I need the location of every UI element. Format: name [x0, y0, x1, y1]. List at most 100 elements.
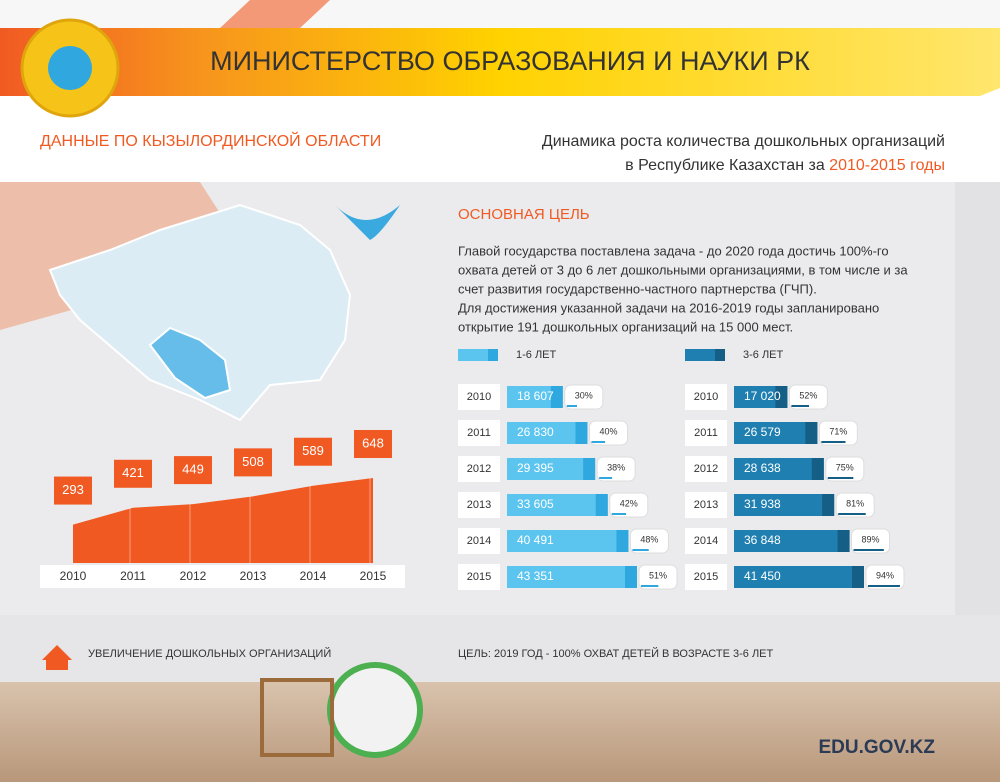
bar-end [837, 530, 850, 552]
area-caption: УВЕЛИЧЕНИЕ ДОШКОЛЬНЫХ ОРГАНИЗАЦИЙ [88, 647, 331, 660]
bar [507, 566, 637, 588]
value-label: 26 579 [744, 425, 781, 439]
bar [507, 386, 563, 408]
value-box [354, 430, 392, 458]
y-tick-label: 2014 [467, 535, 491, 547]
percent-label: 71% [829, 426, 847, 436]
percent-label: 52% [799, 390, 817, 400]
bar-end [550, 386, 563, 408]
y-tick-label: 2012 [467, 463, 491, 475]
site: EDU.GOV.KZ [819, 737, 936, 758]
house-icon [42, 645, 72, 670]
percent-fill [641, 585, 659, 587]
value-label: 648 [362, 435, 384, 450]
percent-fill [566, 405, 577, 407]
eagle [335, 205, 400, 240]
ornament-strip [955, 182, 1000, 682]
percent-fill [599, 477, 613, 479]
goal-line: Для достижения указанной задачи на 2016-… [458, 300, 879, 315]
bar-end [811, 458, 824, 480]
value-label: 26 830 [517, 425, 554, 439]
percent-fill [868, 585, 900, 587]
percent-fill [791, 405, 810, 407]
emblem-center [48, 46, 92, 90]
value-label: 449 [182, 462, 204, 477]
percent-label: 89% [862, 534, 880, 544]
year-strip [40, 565, 405, 588]
bar [734, 422, 818, 444]
area [73, 478, 373, 563]
value-box [234, 448, 272, 477]
percent-badge [629, 528, 669, 554]
goal-line: счет развития государственно-частного па… [458, 281, 817, 296]
percent-fill [838, 513, 866, 515]
value-label: 40 491 [517, 533, 554, 547]
percent-badge [596, 456, 636, 482]
percent-badge [609, 492, 649, 518]
value-label: 29 395 [517, 461, 554, 475]
year-box [458, 528, 500, 554]
value-label: 28 638 [744, 461, 781, 475]
bar-end [616, 530, 629, 552]
bar-end [575, 422, 588, 444]
x-tick-label: 2012 [180, 569, 207, 583]
floor [0, 682, 1000, 782]
percent-fill [827, 477, 854, 479]
percent-badge [788, 384, 828, 410]
year-box [685, 384, 727, 410]
percent-label: 42% [620, 498, 638, 508]
map-kazakhstan [48, 203, 352, 422]
goal-line: охвата детей от 3 до 6 лет дошкольными о… [458, 262, 908, 277]
bar [507, 494, 608, 516]
ball [327, 662, 423, 758]
percent-fill [591, 441, 606, 443]
percent-badge [851, 528, 891, 554]
percent-label: 40% [599, 426, 617, 436]
goal-line: Главой государства поставлена задача - д… [458, 243, 889, 258]
percent-label: 48% [640, 534, 658, 544]
x-tick-label: 2014 [300, 569, 327, 583]
bar [507, 422, 588, 444]
bar [507, 458, 596, 480]
x-tick-label: 2011 [120, 569, 146, 583]
percent-badge [835, 492, 875, 518]
caption-band [0, 615, 1000, 682]
value-box [174, 456, 212, 485]
header-accent [220, 0, 330, 28]
bar [734, 458, 824, 480]
y-tick-label: 2013 [694, 499, 718, 511]
value-label: 33 605 [517, 497, 554, 511]
legend-label: 3-6 ЛЕТ [743, 349, 784, 361]
percent-badge [638, 564, 678, 590]
bar [734, 566, 864, 588]
percent-badge [825, 456, 865, 482]
bar-end [583, 458, 596, 480]
value-label: 508 [242, 454, 264, 469]
year-box [458, 456, 500, 482]
x-tick-label: 2015 [360, 569, 387, 583]
bar-end [805, 422, 818, 444]
x-tick-label: 2013 [240, 569, 267, 583]
percent-label: 75% [836, 462, 854, 472]
subtitle: Динамика роста количества дошкольных орг… [542, 133, 945, 150]
value-label: 43 351 [517, 569, 554, 583]
year-box [458, 492, 500, 518]
y-tick-label: 2011 [467, 427, 491, 439]
bar [734, 386, 788, 408]
subtitle-years: 2010-2015 годы [829, 157, 945, 174]
subtitle-text: в Республике Казахстан за [625, 157, 825, 174]
percent-label: 51% [649, 570, 667, 580]
value-box [294, 437, 332, 466]
value-label: 589 [302, 443, 324, 458]
y-tick-label: 2010 [467, 391, 491, 403]
percent-badge [865, 564, 905, 590]
goal-line: открытие 191 дошкольных организаций на 1… [458, 319, 793, 334]
goal-text: Главой государства поставлена задача - д… [458, 243, 908, 334]
value-label: 421 [122, 465, 144, 480]
percent-fill [611, 513, 627, 515]
bar [734, 494, 835, 516]
year-box [685, 492, 727, 518]
value-label: 31 938 [744, 497, 781, 511]
legend-swatch-end [488, 349, 498, 361]
